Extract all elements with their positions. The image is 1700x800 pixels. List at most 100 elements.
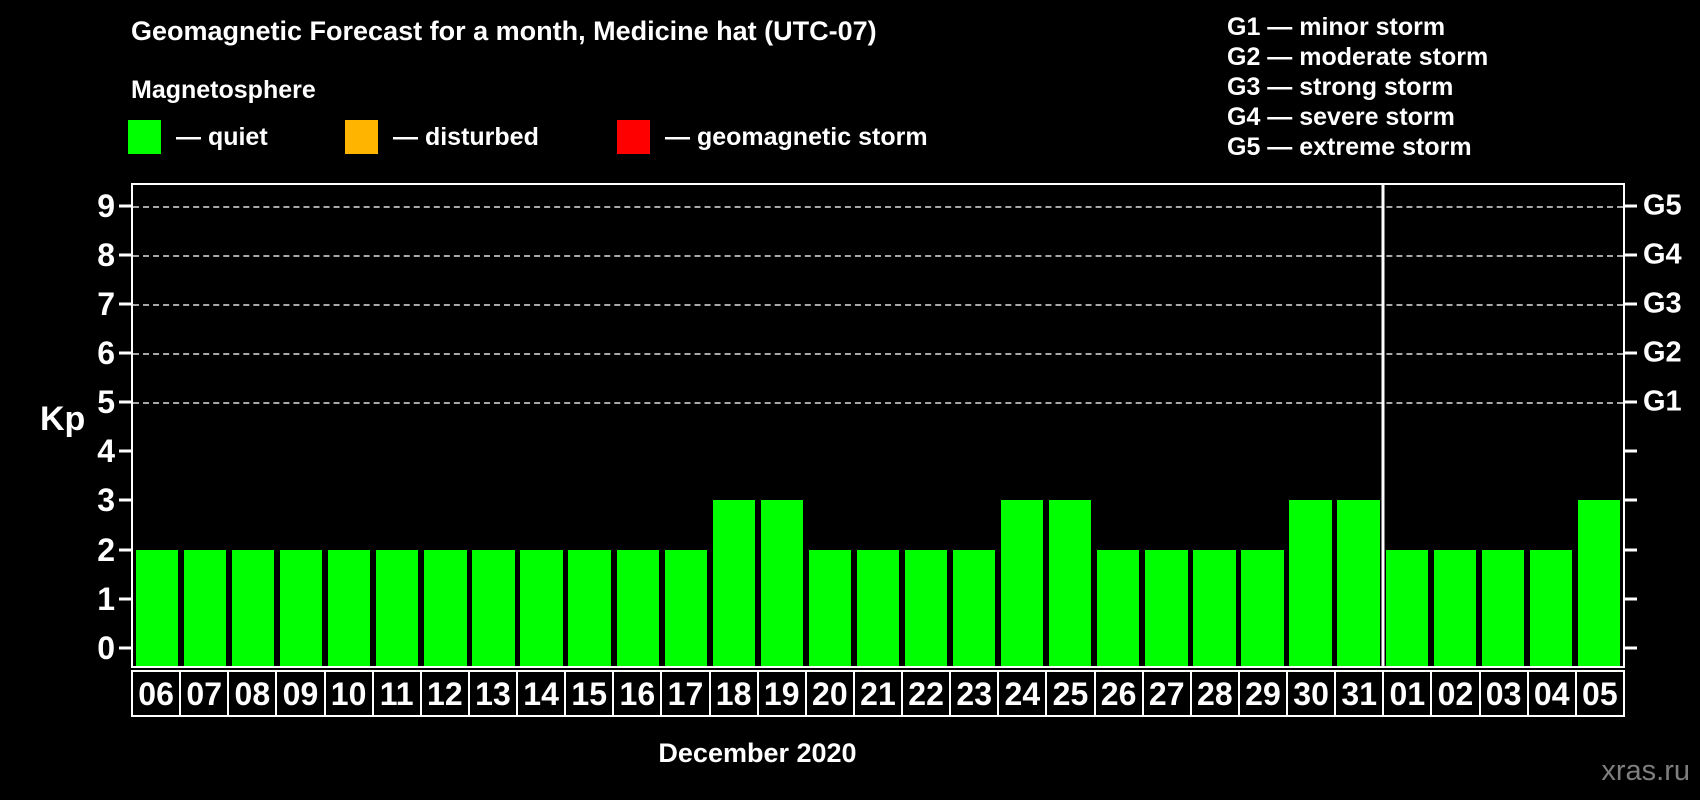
y-tick-right-0 (1625, 646, 1637, 650)
day-label-17: 17 (660, 670, 711, 717)
day-label-29: 29 (1237, 670, 1288, 717)
plot-area: 0 1 2 3 4 5 6 7 8 9 G1 G2 G3 G4 G5 (97, 183, 1682, 668)
y-tick-label-5: 5 (97, 384, 115, 421)
kp-bar-day-02 (1433, 549, 1476, 666)
page-title: Geomagnetic Forecast for a month, Medici… (131, 16, 877, 46)
kp-bar-day-24 (1001, 500, 1044, 666)
kp-bar-day-07 (183, 549, 227, 666)
kp-bar-day-13 (472, 549, 515, 666)
day-label-19: 19 (756, 670, 807, 717)
kp-bar-day-08 (232, 549, 275, 666)
day-label-11: 11 (371, 670, 422, 717)
day-label-30: 30 (1286, 670, 1337, 717)
kp-bar-day-12 (424, 549, 467, 666)
day-label-03: 03 (1478, 670, 1529, 717)
y-axis-title-kp: Kp (40, 400, 86, 438)
kp-bar-day-09 (280, 549, 323, 666)
y-tick-right-2 (1625, 548, 1637, 552)
g-legend-line-g1: G1 — minor storm (1227, 13, 1446, 41)
kp-bar-day-16 (616, 549, 659, 666)
right-axis-label-g1: G1 (1643, 385, 1682, 418)
day-label-04: 04 (1526, 670, 1577, 717)
day-label-06: 06 (131, 670, 182, 717)
y-tick-label-2: 2 (97, 531, 115, 568)
magnetosphere-subtitle: Magnetosphere (131, 76, 316, 104)
day-label-14: 14 (516, 670, 567, 717)
kp-bar-day-10 (328, 549, 371, 666)
right-axis-label-g5: G5 (1643, 189, 1682, 222)
y-tick-right-8 (1625, 253, 1637, 257)
day-label-07: 07 (179, 670, 230, 717)
kp-bar-day-03 (1481, 549, 1524, 666)
y-tick-label-0: 0 (97, 629, 115, 666)
kp-bar-day-22 (904, 549, 948, 666)
kp-bar-day-29 (1241, 549, 1284, 666)
kp-bar-day-01 (1385, 549, 1428, 666)
gridline-kp-9 (133, 205, 1623, 208)
x-axis-day-labels: 06 07 08 09 10 11 12 13 14 15 16 17 18 19 20 21 22 23 24 25… (131, 670, 1625, 717)
y-tick-right-5 (1625, 400, 1637, 404)
gridline-kp-8 (133, 254, 1623, 257)
y-tick-left-8 (119, 253, 131, 257)
kp-bar-day-15 (568, 549, 611, 666)
day-label-18: 18 (708, 670, 759, 717)
y-tick-right-4 (1625, 449, 1637, 453)
legend-label-storm: — geomagnetic storm (665, 122, 928, 151)
kp-bar-day-28 (1193, 549, 1236, 666)
day-label-24: 24 (997, 670, 1048, 717)
y-tick-right-6 (1625, 351, 1637, 355)
quiet-color-swatch (128, 120, 161, 154)
day-label-26: 26 (1093, 670, 1144, 717)
day-label-15: 15 (564, 670, 615, 717)
kp-bar-day-20 (808, 549, 852, 666)
gridline-kp-6 (133, 353, 1623, 356)
y-tick-label-6: 6 (97, 335, 115, 372)
kp-bar-day-23 (952, 549, 996, 666)
legend-item-quiet: — quiet (128, 119, 268, 155)
kp-bar-day-25 (1049, 500, 1092, 666)
g-legend-line-g5: G5 — extreme storm (1227, 133, 1472, 161)
kp-bar-day-14 (520, 549, 563, 666)
disturbed-color-swatch (345, 120, 378, 154)
y-tick-label-9: 9 (97, 187, 115, 224)
day-label-22: 22 (901, 670, 952, 717)
kp-bar-day-27 (1145, 549, 1188, 666)
y-tick-right-9 (1625, 204, 1637, 208)
day-label-27: 27 (1141, 670, 1192, 717)
y-tick-left-4 (119, 449, 131, 453)
day-label-10: 10 (323, 670, 374, 717)
day-label-08: 08 (227, 670, 278, 717)
y-tick-label-7: 7 (97, 285, 115, 322)
right-axis-label-g3: G3 (1643, 287, 1682, 320)
y-tick-label-1: 1 (97, 580, 115, 617)
gridline-kp-5 (133, 402, 1623, 405)
x-axis-month-label: December 2020 (658, 738, 857, 768)
y-tick-left-7 (119, 302, 131, 306)
day-label-01: 01 (1382, 670, 1433, 717)
g-legend-line-g2: G2 — moderate storm (1227, 43, 1489, 71)
y-tick-right-7 (1625, 302, 1637, 306)
legend-label-quiet: — quiet (176, 122, 268, 151)
y-tick-left-1 (119, 597, 131, 601)
kp-bar-day-19 (760, 500, 803, 666)
kp-bar-day-04 (1529, 549, 1573, 666)
kp-bar-day-30 (1289, 500, 1332, 666)
day-label-25: 25 (1045, 670, 1096, 717)
storm-color-swatch (617, 120, 650, 154)
kp-bar-day-31 (1337, 500, 1380, 666)
day-label-16: 16 (612, 670, 663, 717)
right-axis-label-g4: G4 (1643, 238, 1682, 271)
day-label-20: 20 (804, 670, 855, 717)
g-scale-legend: G1 — minor storm G2 — moderate storm G3 … (1227, 12, 1488, 162)
day-label-02: 02 (1430, 670, 1481, 717)
g-legend-line-g4: G4 — severe storm (1227, 103, 1455, 131)
y-tick-label-8: 8 (97, 236, 115, 273)
y-tick-left-0 (119, 646, 131, 650)
day-label-09: 09 (275, 670, 326, 717)
y-tick-right-1 (1625, 597, 1637, 601)
kp-bar-day-11 (376, 549, 419, 666)
y-tick-label-4: 4 (97, 433, 115, 470)
gridline-kp-7 (133, 303, 1623, 306)
day-label-13: 13 (467, 670, 518, 717)
g-legend-line-g3: G3 — strong storm (1227, 73, 1454, 101)
